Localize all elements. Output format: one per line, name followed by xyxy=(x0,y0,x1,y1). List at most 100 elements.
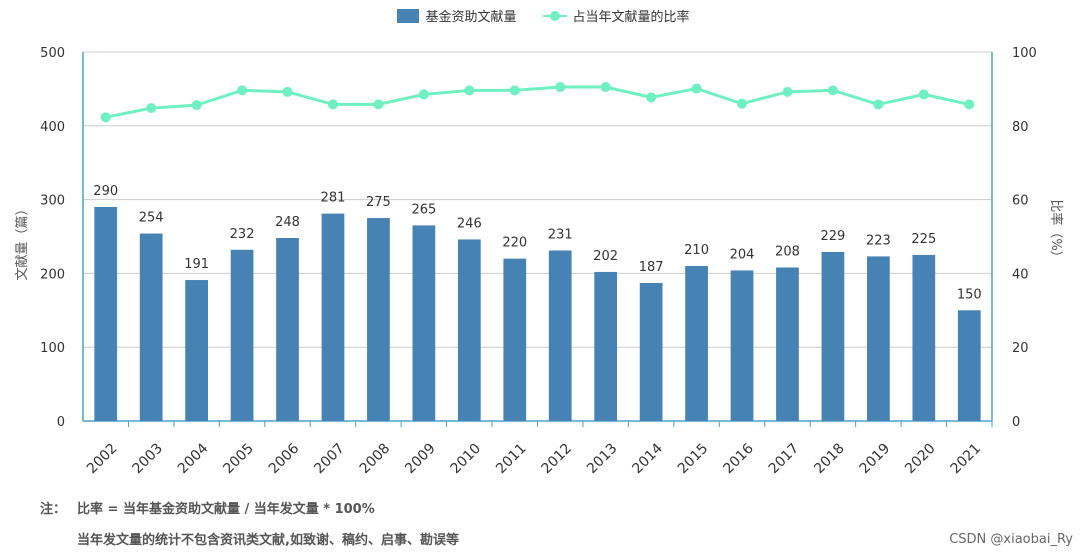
bar-data-label: 210 xyxy=(684,243,709,258)
note-line-2: 当年发文量的统计不包含资讯类文献,如致谢、稿约、启事、勘误等 xyxy=(77,533,459,548)
bar xyxy=(867,256,890,421)
bar xyxy=(412,225,436,421)
bar xyxy=(276,237,299,421)
bar xyxy=(457,239,481,421)
bar-data-label: 202 xyxy=(593,249,618,264)
bar-data-label: 248 xyxy=(275,215,300,230)
bar-data-label: 204 xyxy=(730,247,755,262)
legend-bar-swatch xyxy=(397,8,420,23)
y-tick-left: 100 xyxy=(40,341,65,356)
bar-data-label: 187 xyxy=(639,260,664,275)
watermark: CSDN @xiaobai_Ry xyxy=(949,532,1073,547)
bar-data-label: 290 xyxy=(93,184,118,199)
bar xyxy=(503,258,527,421)
x-tick-label: 2018 xyxy=(811,441,848,478)
ratio-point xyxy=(237,85,248,96)
note-label: 注： xyxy=(40,502,67,517)
ratio-point xyxy=(418,89,429,100)
bar-data-label: 246 xyxy=(457,216,482,231)
ratio-point xyxy=(373,99,384,110)
bar xyxy=(821,251,845,421)
bar-data-label: 232 xyxy=(230,227,255,242)
bar-data-label: 225 xyxy=(911,232,936,247)
note-formula: 比率 = 当年基金资助文献量 / 当年发文量 * 100% xyxy=(77,502,375,517)
bar-data-label: 229 xyxy=(821,229,846,244)
bar xyxy=(685,266,708,421)
bar-data-label: 281 xyxy=(321,191,346,206)
ratio-point xyxy=(282,86,293,97)
bar-data-label: 220 xyxy=(502,236,527,251)
bar-data-label: 254 xyxy=(139,211,164,226)
ratio-point xyxy=(964,99,975,110)
ratio-point xyxy=(464,85,475,96)
bar xyxy=(730,270,754,421)
ratio-point xyxy=(509,85,520,96)
ratio-point xyxy=(600,82,611,93)
y-tick-right: 60 xyxy=(1012,194,1029,209)
ratio-point xyxy=(918,89,929,100)
bar-data-label: 275 xyxy=(366,195,391,210)
x-tick-label: 2004 xyxy=(175,440,212,477)
ratio-point xyxy=(146,103,157,114)
y-tick-right: 40 xyxy=(1012,267,1029,282)
ratio-point xyxy=(691,83,702,94)
ratio-point xyxy=(782,86,793,97)
x-tick-label: 2021 xyxy=(948,441,985,478)
x-tick-label: 2008 xyxy=(357,441,394,478)
y-tick-left: 0 xyxy=(57,415,65,430)
legend-label-line: 占当年文献量的比率 xyxy=(572,10,690,25)
x-tick-label: 2015 xyxy=(675,441,712,478)
bar xyxy=(94,206,118,421)
bar xyxy=(548,250,572,421)
bar xyxy=(185,280,208,421)
x-tick-label: 2006 xyxy=(266,440,303,477)
ratio-point xyxy=(555,82,566,93)
legend-label-bars: 基金资助文献量 xyxy=(425,10,517,25)
y-tick-right: 100 xyxy=(1012,46,1037,61)
bar xyxy=(230,249,254,421)
legend-item-bars[interactable]: 基金资助文献量 xyxy=(397,6,517,25)
bar-data-label: 223 xyxy=(866,233,891,248)
bar xyxy=(912,254,936,421)
x-tick-label: 2013 xyxy=(584,441,621,478)
x-tick-label: 2017 xyxy=(766,441,803,478)
bar xyxy=(957,310,981,421)
ratio-point xyxy=(100,112,111,123)
bar xyxy=(367,218,390,421)
x-tick-label: 2012 xyxy=(539,441,576,478)
y-tick-right: 80 xyxy=(1012,120,1029,135)
bar-data-label: 208 xyxy=(775,244,800,259)
y-tick-right: 20 xyxy=(1012,341,1029,356)
ratio-point xyxy=(827,85,838,96)
bar xyxy=(594,271,618,421)
ratio-point xyxy=(873,99,884,110)
ratio-point xyxy=(191,100,202,111)
x-tick-label: 2020 xyxy=(902,441,939,478)
ratio-point xyxy=(327,99,338,110)
y-tick-left: 200 xyxy=(40,267,65,282)
ratio-point xyxy=(646,92,657,103)
y-tick-left: 500 xyxy=(40,46,65,61)
x-tick-label: 2005 xyxy=(220,441,257,478)
bar xyxy=(776,267,799,421)
bar xyxy=(139,233,163,421)
x-tick-label: 2011 xyxy=(493,441,530,478)
x-tick-label: 2007 xyxy=(311,441,348,478)
bar xyxy=(321,213,345,421)
bar-data-label: 191 xyxy=(184,257,209,272)
y-tick-right: 0 xyxy=(1012,415,1020,430)
legend-line-swatch xyxy=(542,9,567,23)
x-tick-label: 2014 xyxy=(629,440,666,477)
y-axis-title-left: 文献量（篇） xyxy=(15,202,30,280)
legend-item-line[interactable]: 占当年文献量的比率 xyxy=(542,6,690,25)
chart-canvas: 0 100 200 300 400 500 0 20 40 60 80 100 文献量（篇） 比率（%） 2… xyxy=(15,46,1064,478)
ratio-point xyxy=(737,98,748,109)
y-axis-title-right: 比率（%） xyxy=(1048,199,1064,263)
x-tick-label: 2003 xyxy=(129,441,166,478)
x-tick-label: 2010 xyxy=(448,441,485,478)
note-line-1: 注： 比率 = 当年基金资助文献量 / 当年发文量 * 100% xyxy=(40,498,375,517)
bar-data-label: 265 xyxy=(411,202,436,217)
ratio-line xyxy=(105,85,970,119)
y-tick-left: 300 xyxy=(40,194,65,209)
x-tick-label: 2002 xyxy=(84,441,121,478)
